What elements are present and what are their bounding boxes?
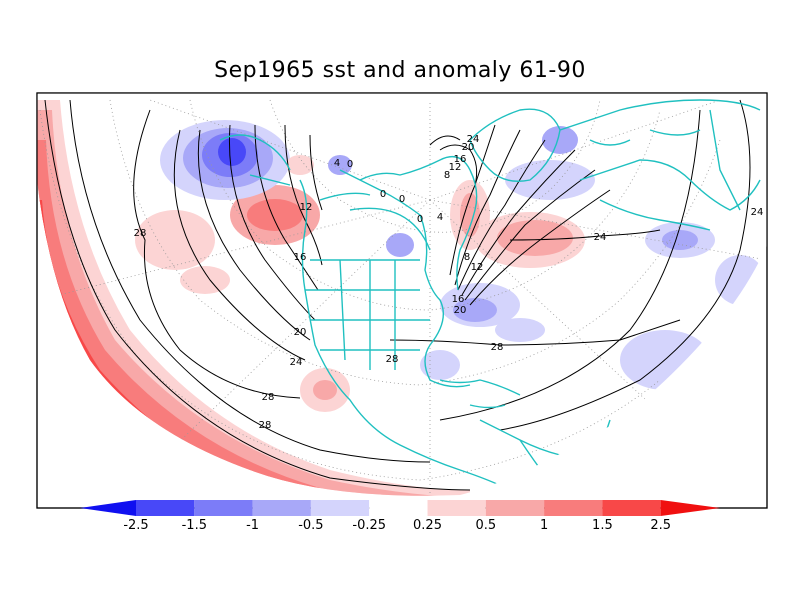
colorbar-tick-label: 0.25 (413, 518, 442, 533)
contour-label: 24 (290, 357, 303, 368)
colorbar-tick-label: 2.5 (650, 518, 671, 533)
colorbar-tick-label: -0.5 (298, 518, 323, 533)
colorbar-box (369, 500, 428, 516)
colorbar-tick-label: 1 (540, 518, 548, 533)
europe-coast (559, 99, 761, 231)
contour-label: 24 (467, 134, 480, 145)
colorbar-tick-label: -2.5 (123, 518, 148, 533)
graticule (39, 99, 767, 496)
colorbar-box (136, 500, 195, 516)
contour-label: 12 (300, 202, 313, 213)
contour-label: 12 (471, 262, 484, 273)
sst-contours (44, 99, 751, 491)
colorbar-arrow-left (80, 500, 136, 516)
contour-label: 28 (491, 342, 504, 353)
coastlines (219, 99, 761, 496)
contour-label: 0 (399, 194, 405, 205)
contour-label: 28 (134, 228, 147, 239)
colorbar-tick-label: 0.5 (475, 518, 496, 533)
contour-label: 4 (437, 212, 443, 223)
colorbar-box (427, 500, 486, 516)
colorbar-arrow-right (660, 500, 720, 516)
colorbar-tick-label: -0.25 (352, 518, 386, 533)
colorbar-box (252, 500, 311, 516)
contour-label: 12 (449, 162, 462, 173)
colorbar-tick-label: -1 (246, 518, 259, 533)
contour-label: 8 (464, 252, 470, 263)
contour-label: 20 (454, 305, 467, 316)
contour-label: 4 (334, 158, 340, 169)
contour-label: 0 (417, 214, 423, 225)
contour-label: 16 (454, 154, 467, 165)
map-title: Sep1965 sst and anomaly 61-90 (214, 58, 586, 83)
north-america-coast (299, 179, 511, 491)
contour-label: 20 (294, 327, 307, 338)
anomaly-warm-gulf-alaska-core (247, 199, 303, 231)
colorbar-tick-label: -1.5 (182, 518, 207, 533)
contour-label: 8 (444, 170, 450, 181)
contour-label: 20 (462, 142, 475, 153)
greenland-coast (469, 108, 561, 182)
colorbar-box (310, 500, 370, 516)
contour-label: 28 (386, 354, 399, 365)
contour-label: 28 (259, 420, 272, 431)
contour-label: 0 (347, 159, 353, 170)
colorbar-box (485, 500, 545, 516)
contour-label: 16 (294, 252, 307, 263)
contour-label: 24 (751, 207, 764, 218)
contour-label: 0 (380, 189, 386, 200)
contour-label: 28 (262, 392, 275, 403)
colorbar-box (194, 500, 253, 516)
colorbar-tick-label: 1.5 (592, 518, 613, 533)
contour-label: 24 (594, 232, 607, 243)
colorbar-box (602, 500, 661, 516)
contour-label: 16 (452, 294, 465, 305)
colorbar-box (544, 500, 603, 516)
